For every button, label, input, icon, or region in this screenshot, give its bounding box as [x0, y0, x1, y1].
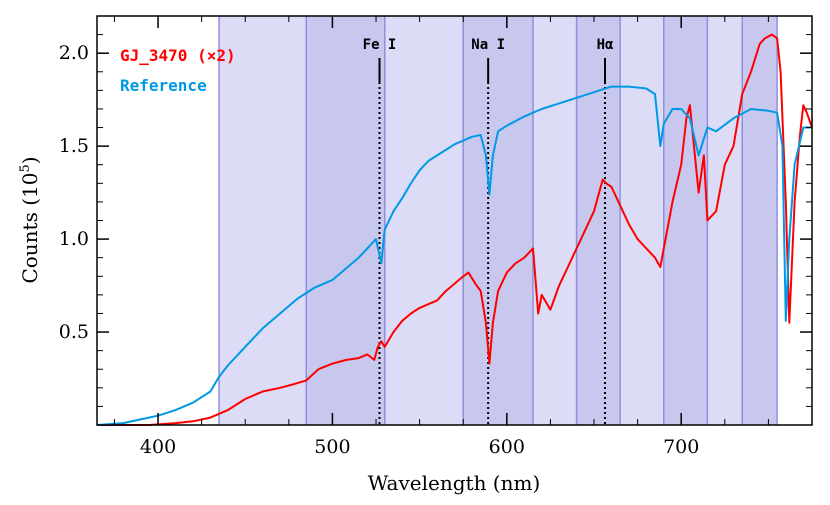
axis-ticks: 400 500 600 700 0.5 1.0 1.5 2.0 [59, 16, 813, 458]
legend-entry-gj3470: GJ_3470 (×2) [120, 46, 236, 65]
band-9 [742, 16, 778, 425]
y-tick-label: 1.0 [59, 228, 89, 250]
band-8 [707, 16, 743, 425]
series-line-0 [97, 33, 813, 426]
spectral-line-label-1: Na I [471, 37, 505, 53]
band-7 [663, 16, 708, 425]
spectral-line-markers: Fe I Na I Hα [363, 37, 614, 425]
x-tick-label: 400 [140, 436, 176, 458]
wavelength-bands [218, 16, 778, 425]
y-axis-title: Counts (105) [18, 156, 42, 283]
y-tick-label: 1.5 [59, 135, 89, 157]
y-tick-label: 2.0 [59, 42, 89, 64]
legend-entry-reference: Reference [120, 76, 207, 95]
band-5 [576, 16, 621, 425]
series-line-1 [96, 85, 812, 426]
series-lines [96, 33, 813, 426]
y-tick-label: 0.5 [59, 321, 89, 343]
band-3 [463, 16, 533, 425]
x-tick-label: 500 [314, 436, 350, 458]
band-0 [219, 16, 307, 425]
y-axis-title-exponent: 5 [18, 164, 33, 172]
y-axis-title-close: ) [18, 156, 42, 164]
spectral-line-label-2: Hα [597, 37, 614, 53]
band-4 [532, 16, 577, 425]
band-2 [384, 16, 464, 425]
x-tick-label: 700 [663, 436, 699, 458]
x-tick-label: 600 [489, 436, 525, 458]
band-1 [306, 16, 385, 425]
x-axis-title: Wavelength (nm) [368, 471, 541, 495]
spectral-line-label-0: Fe I [363, 37, 397, 53]
y-axis-title-main: Counts (10 [18, 173, 42, 284]
